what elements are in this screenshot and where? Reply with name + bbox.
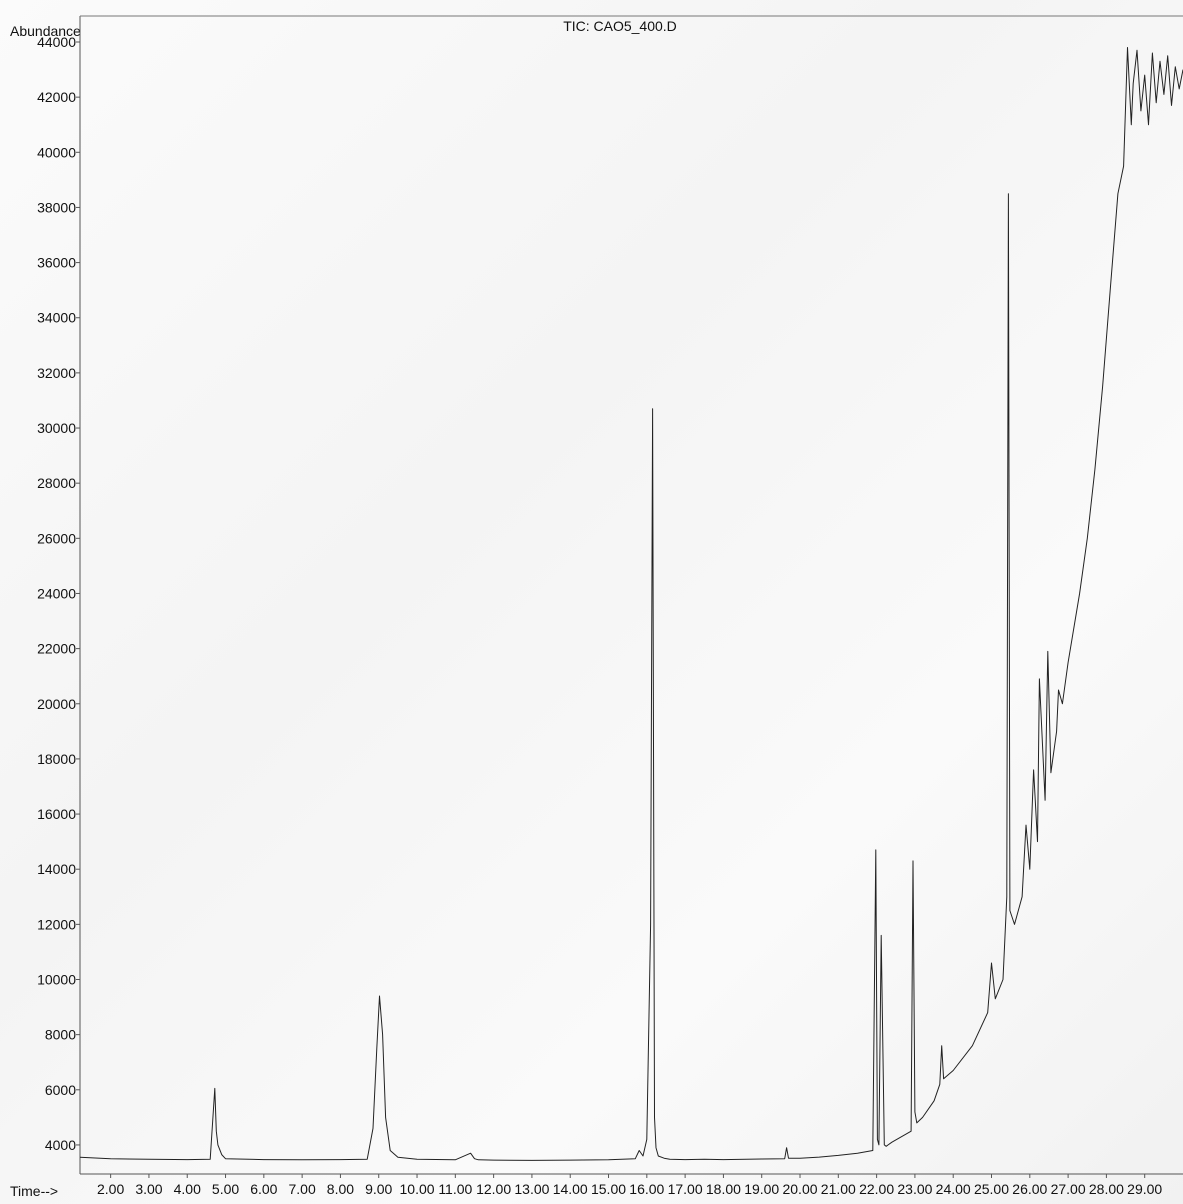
x-tick-label: 26.00 — [1012, 1181, 1047, 1197]
x-axis-label: Time--> — [10, 1183, 58, 1199]
y-axis-label: Abundance — [10, 23, 81, 39]
x-tick-label: 13.00 — [514, 1181, 549, 1197]
x-tick-label: 16.00 — [629, 1181, 664, 1197]
y-tick-label: 34000 — [37, 310, 76, 326]
y-tick-label: 24000 — [37, 585, 76, 601]
y-tick-label: 30000 — [37, 420, 76, 436]
x-tick-label: 20.00 — [782, 1181, 817, 1197]
y-tick-label: 18000 — [37, 751, 76, 767]
y-tick-label: 44000 — [37, 34, 76, 50]
x-tick-label: 24.00 — [936, 1181, 971, 1197]
y-tick-label: 6000 — [45, 1082, 76, 1098]
y-tick-label: 36000 — [37, 255, 76, 271]
y-tick-label: 8000 — [45, 1027, 76, 1043]
x-tick-label: 9.00 — [365, 1181, 392, 1197]
y-tick-label: 40000 — [37, 144, 76, 160]
x-tick-label: 8.00 — [327, 1181, 354, 1197]
y-tick-label: 28000 — [37, 475, 76, 491]
y-tick-label: 16000 — [37, 806, 76, 822]
y-tick-label: 20000 — [37, 696, 76, 712]
y-tick-label: 26000 — [37, 530, 76, 546]
x-tick-label: 5.00 — [212, 1181, 239, 1197]
x-tick-label: 3.00 — [135, 1181, 162, 1197]
x-tick-label: 17.00 — [668, 1181, 703, 1197]
x-tick-label: 12.00 — [476, 1181, 511, 1197]
x-tick-label: 19.00 — [744, 1181, 779, 1197]
y-tick-label: 12000 — [37, 916, 76, 932]
x-tick-label: 15.00 — [591, 1181, 626, 1197]
y-tick-label: 10000 — [37, 972, 76, 988]
y-tick-label: 32000 — [37, 365, 76, 381]
x-tick-label: 7.00 — [289, 1181, 316, 1197]
x-tick-label: 29.00 — [1127, 1181, 1162, 1197]
y-tick-label: 38000 — [37, 199, 76, 215]
tic-trace-line — [79, 47, 1183, 1161]
x-tick-label: 21.00 — [821, 1181, 856, 1197]
x-tick-label: 2.00 — [97, 1181, 124, 1197]
x-tick-label: 11.00 — [438, 1181, 472, 1197]
x-tick-label: 10.00 — [400, 1181, 435, 1197]
x-tick-label: 6.00 — [250, 1181, 277, 1197]
y-ticks: 4000 6000 8000 10000 12000 14000 16000 18000 200… — [37, 34, 80, 1153]
y-tick-label: 14000 — [37, 861, 76, 877]
x-tick-label: 22.00 — [859, 1181, 894, 1197]
x-ticks: 2.00 3.00 4.00 5.00 6.00 7.00 8.00 9.00 10.00 11.… — [97, 1174, 1162, 1197]
x-tick-label: 25.00 — [974, 1181, 1009, 1197]
x-tick-label: 28.00 — [1089, 1181, 1124, 1197]
x-tick-label: 4.00 — [174, 1181, 201, 1197]
plot-series — [79, 47, 1183, 1161]
x-tick-label: 18.00 — [706, 1181, 741, 1197]
x-tick-label: 14.00 — [553, 1181, 588, 1197]
x-tick-label: 27.00 — [1051, 1181, 1086, 1197]
x-tick-label: 23.00 — [897, 1181, 932, 1197]
y-tick-label: 42000 — [37, 89, 76, 105]
y-tick-label: 22000 — [37, 641, 76, 657]
chart-title: TIC: CAO5_400.D — [563, 18, 677, 34]
y-tick-label: 4000 — [45, 1137, 76, 1153]
